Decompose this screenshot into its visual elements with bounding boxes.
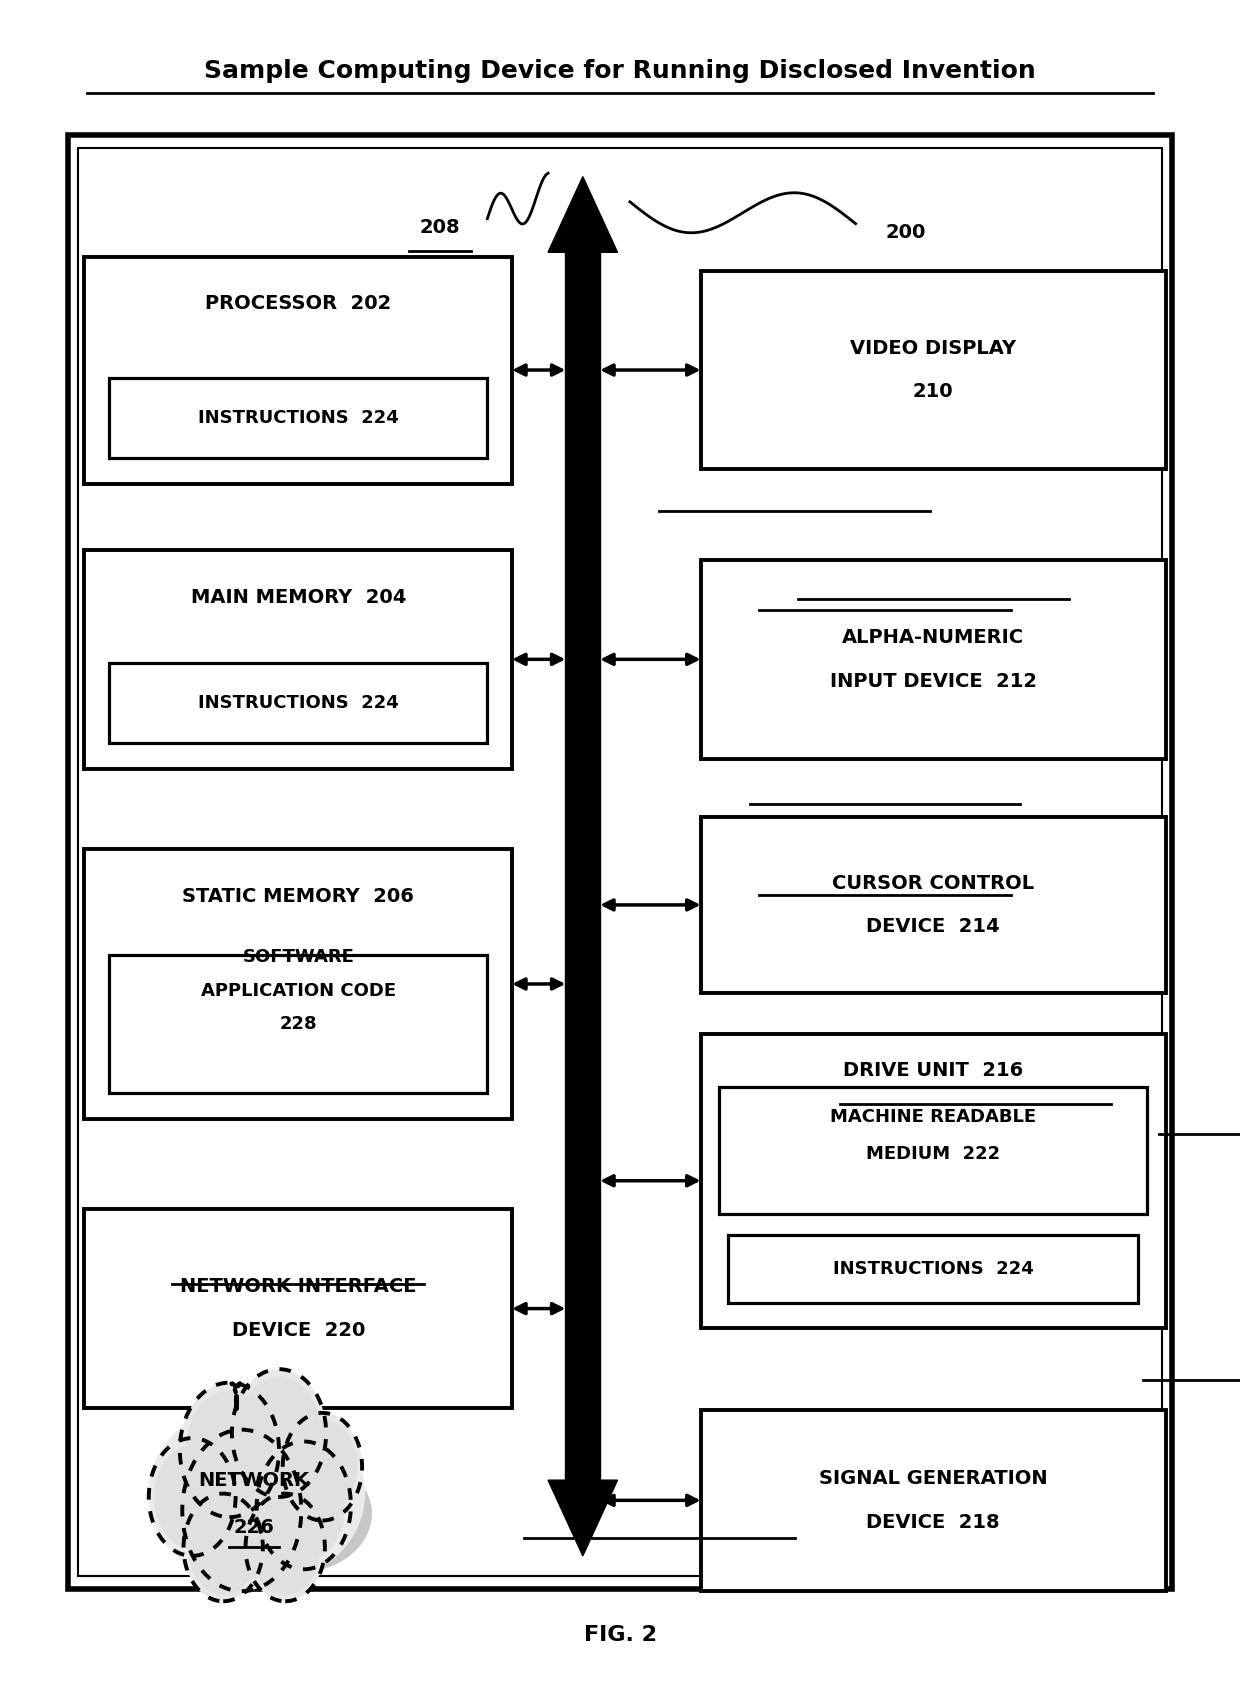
- Text: PROCESSOR  202: PROCESSOR 202: [205, 294, 392, 313]
- Bar: [719, 1087, 1147, 1214]
- Circle shape: [149, 1438, 236, 1556]
- Circle shape: [186, 1391, 273, 1509]
- Text: DRIVE UNIT  216: DRIVE UNIT 216: [843, 1061, 1023, 1080]
- Text: STATIC MEMORY  206: STATIC MEMORY 206: [182, 886, 414, 907]
- Circle shape: [263, 1450, 345, 1561]
- Bar: [68, 135, 1172, 1589]
- Text: MAIN MEMORY  204: MAIN MEMORY 204: [191, 587, 405, 607]
- Circle shape: [190, 1440, 294, 1581]
- Polygon shape: [548, 177, 618, 252]
- Polygon shape: [548, 1480, 618, 1556]
- Text: SIGNAL GENERATION: SIGNAL GENERATION: [818, 1468, 1048, 1489]
- Text: SOFTWARE: SOFTWARE: [242, 949, 355, 965]
- Text: DEVICE  220: DEVICE 220: [232, 1320, 365, 1341]
- Circle shape: [238, 1378, 320, 1489]
- Text: INSTRUCTIONS  224: INSTRUCTIONS 224: [833, 1260, 1033, 1278]
- Bar: [728, 1235, 1138, 1302]
- Circle shape: [288, 1420, 357, 1514]
- Text: 210: 210: [913, 382, 954, 402]
- Text: 226: 226: [234, 1517, 274, 1537]
- Text: ALPHA-NUMERIC: ALPHA-NUMERIC: [842, 627, 1024, 648]
- Circle shape: [188, 1500, 258, 1595]
- Bar: [84, 849, 512, 1119]
- Bar: [701, 816, 1166, 992]
- Circle shape: [257, 1441, 351, 1569]
- Text: CURSOR CONTROL: CURSOR CONTROL: [832, 873, 1034, 893]
- Bar: [109, 378, 487, 459]
- Circle shape: [184, 1494, 263, 1601]
- Text: VIDEO DISPLAY: VIDEO DISPLAY: [851, 338, 1016, 358]
- Ellipse shape: [149, 1401, 366, 1586]
- Text: NETWORK: NETWORK: [198, 1470, 310, 1490]
- Bar: [565, 252, 600, 1480]
- Circle shape: [182, 1430, 301, 1591]
- Text: 200: 200: [885, 222, 925, 242]
- Bar: [78, 148, 1162, 1576]
- Text: APPLICATION CODE: APPLICATION CODE: [201, 982, 396, 999]
- Bar: [109, 663, 487, 743]
- Bar: [701, 1034, 1166, 1329]
- Text: INSTRUCTIONS  224: INSTRUCTIONS 224: [198, 695, 398, 711]
- Bar: [84, 550, 512, 769]
- Bar: [701, 560, 1166, 759]
- Circle shape: [232, 1369, 326, 1497]
- Text: INSTRUCTIONS  224: INSTRUCTIONS 224: [198, 409, 398, 427]
- Ellipse shape: [223, 1455, 372, 1573]
- Text: 228: 228: [279, 1016, 317, 1033]
- Bar: [701, 1410, 1166, 1591]
- Circle shape: [283, 1413, 362, 1521]
- Circle shape: [154, 1445, 231, 1549]
- Text: INPUT DEVICE  212: INPUT DEVICE 212: [830, 671, 1037, 691]
- Bar: [84, 1209, 512, 1408]
- Bar: [109, 955, 487, 1093]
- Circle shape: [250, 1500, 320, 1595]
- Text: FIG. 2: FIG. 2: [584, 1625, 656, 1645]
- Text: DEVICE  218: DEVICE 218: [867, 1512, 999, 1532]
- Text: MACHINE READABLE: MACHINE READABLE: [830, 1108, 1037, 1125]
- Bar: [701, 271, 1166, 469]
- Text: 208: 208: [420, 217, 460, 237]
- Text: DEVICE  214: DEVICE 214: [867, 917, 999, 937]
- Text: NETWORK INTERFACE: NETWORK INTERFACE: [180, 1277, 417, 1297]
- Circle shape: [246, 1494, 325, 1601]
- Circle shape: [180, 1383, 279, 1517]
- Text: Sample Computing Device for Running Disclosed Invention: Sample Computing Device for Running Disc…: [205, 59, 1035, 82]
- Text: MEDIUM  222: MEDIUM 222: [866, 1145, 1001, 1162]
- Bar: [84, 257, 512, 484]
